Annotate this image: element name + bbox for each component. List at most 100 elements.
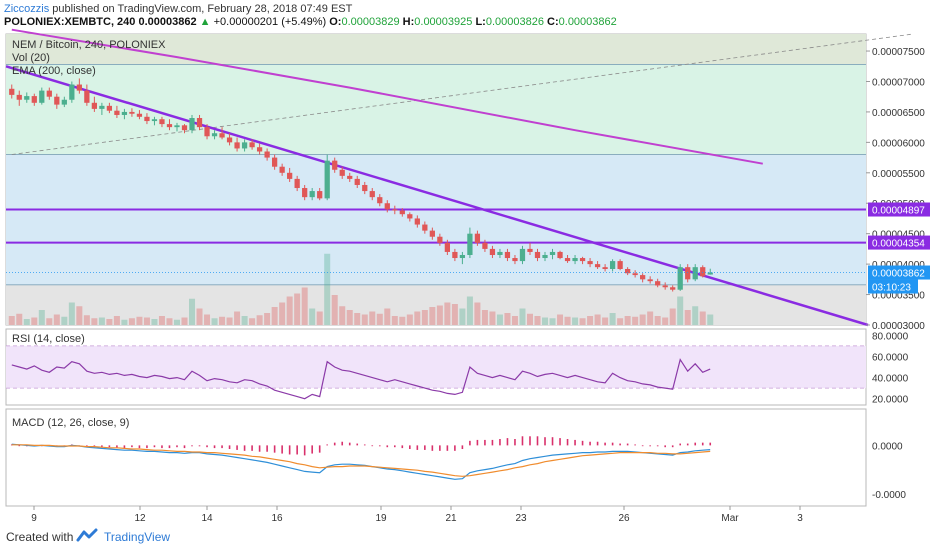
macd-histogram-bar — [10, 444, 13, 446]
volume-bar — [173, 319, 180, 325]
volume-bar — [384, 308, 391, 325]
candle-body — [429, 230, 435, 237]
main-trendline — [5, 65, 869, 327]
author-link[interactable]: Ziccozzis — [4, 3, 50, 15]
candle-body — [166, 124, 173, 128]
candle-body — [324, 160, 330, 199]
volume-bar — [436, 305, 443, 325]
macd-histogram-bar — [566, 439, 569, 446]
candle-body — [61, 99, 67, 105]
macd-histogram-bar — [183, 445, 186, 449]
y-tick-label: 0.00006000 — [872, 138, 925, 149]
footer: Created with TradingView — [0, 522, 932, 550]
volume-bar — [211, 318, 218, 325]
volume-bar — [699, 311, 706, 325]
macd-histogram-bar — [273, 445, 276, 453]
macd-histogram-bar — [634, 444, 636, 446]
candle-body — [377, 197, 383, 204]
volume-bar — [106, 319, 113, 325]
macd-histogram-bar — [356, 443, 359, 446]
candle-body — [407, 214, 413, 219]
candle-body — [174, 125, 180, 128]
volume-bar — [8, 316, 15, 325]
symbol-line: POLONIEX:XEMBTC, 240 0.00003862 ▲ +0.000… — [4, 16, 617, 28]
volume-bar — [594, 314, 601, 325]
macd-histogram-bar — [108, 445, 111, 448]
macd-histogram-bar — [424, 445, 426, 450]
candle-body — [670, 287, 676, 290]
volume-bar — [256, 315, 263, 325]
macd-histogram-bar — [476, 439, 479, 446]
macd-histogram-bar — [168, 445, 171, 449]
chart-canvas[interactable]: 0.00007500 0.00007000 0.00006500 0.00006000… — [0, 0, 932, 522]
candle-body — [234, 142, 240, 149]
macd-histogram-bar — [484, 439, 486, 446]
macd-histogram-bar — [506, 438, 509, 446]
volume-bar — [31, 317, 38, 325]
candle-body — [151, 119, 158, 122]
volume-bar — [609, 313, 616, 325]
candle-body — [542, 254, 548, 259]
candle-body — [662, 285, 668, 288]
macd-histogram-bar — [236, 445, 238, 450]
candle-body — [181, 125, 188, 131]
candle-body — [489, 248, 496, 255]
macd-tick-label: -0.0000 — [872, 490, 906, 501]
volume-bar — [444, 302, 451, 325]
macd-histogram-bar — [228, 445, 231, 450]
volume-bar — [16, 313, 23, 325]
candle-body — [504, 251, 511, 259]
volume-bar — [399, 316, 406, 325]
macd-histogram-bar — [198, 445, 201, 447]
candle-body — [159, 119, 165, 125]
volume-bar — [406, 314, 413, 325]
macd-histogram-bar — [581, 440, 584, 446]
zone-bottom — [6, 284, 866, 325]
macd-histogram-bar — [123, 445, 126, 449]
macd-histogram-bar — [701, 442, 704, 446]
macd-histogram-bar — [619, 443, 621, 446]
x-tick-label: Mar — [721, 513, 739, 522]
macd-histogram-bar — [551, 437, 554, 446]
candle-body — [226, 137, 233, 143]
main-pane-title: NEM / Bitcoin, 240, POLONIEX — [12, 39, 166, 51]
y-tick-label: 0.00003000 — [872, 321, 925, 332]
volume-bar — [504, 313, 511, 325]
price-tag-last: 0.00003862 — [872, 269, 925, 280]
volume-bar — [46, 318, 53, 325]
macd-histogram-bar — [694, 442, 697, 446]
volume-bar — [158, 316, 165, 325]
volume-bar — [38, 310, 45, 325]
candle-body — [692, 267, 698, 280]
volume-bar — [76, 306, 83, 325]
volume-bar — [692, 306, 699, 325]
macd-histogram-bar — [326, 444, 329, 446]
macd-signal-line — [11, 444, 711, 477]
candle-body — [144, 116, 150, 122]
candle-body — [271, 157, 278, 167]
volume-bar — [662, 317, 669, 325]
rsi-band — [6, 345, 866, 389]
volume-bar — [542, 317, 549, 325]
tradingview-logo-icon[interactable] — [76, 528, 100, 544]
macd-histogram-bar — [596, 441, 599, 446]
candle-body — [512, 258, 518, 262]
macd-histogram-bar — [303, 445, 306, 456]
rsi-tick-label: 40.0000 — [872, 374, 909, 385]
macd-histogram-bar — [686, 443, 689, 446]
volume-bar — [354, 313, 361, 325]
macd-histogram-bar — [664, 445, 666, 448]
macd-histogram-bar — [206, 445, 208, 448]
candle-body — [519, 248, 526, 262]
macd-histogram-bar — [409, 445, 411, 450]
tradingview-brand[interactable]: TradingView — [104, 530, 171, 544]
volume-bar — [677, 296, 684, 325]
low-value: 0.00003826 — [485, 16, 544, 28]
candle-body — [497, 251, 503, 255]
candle-body — [106, 105, 113, 111]
volume-bar — [587, 316, 594, 325]
price-tag-last-bg — [868, 265, 930, 280]
x-tick-label: 21 — [445, 513, 457, 522]
volume-bar — [234, 311, 241, 325]
close-label: C: — [547, 16, 559, 28]
